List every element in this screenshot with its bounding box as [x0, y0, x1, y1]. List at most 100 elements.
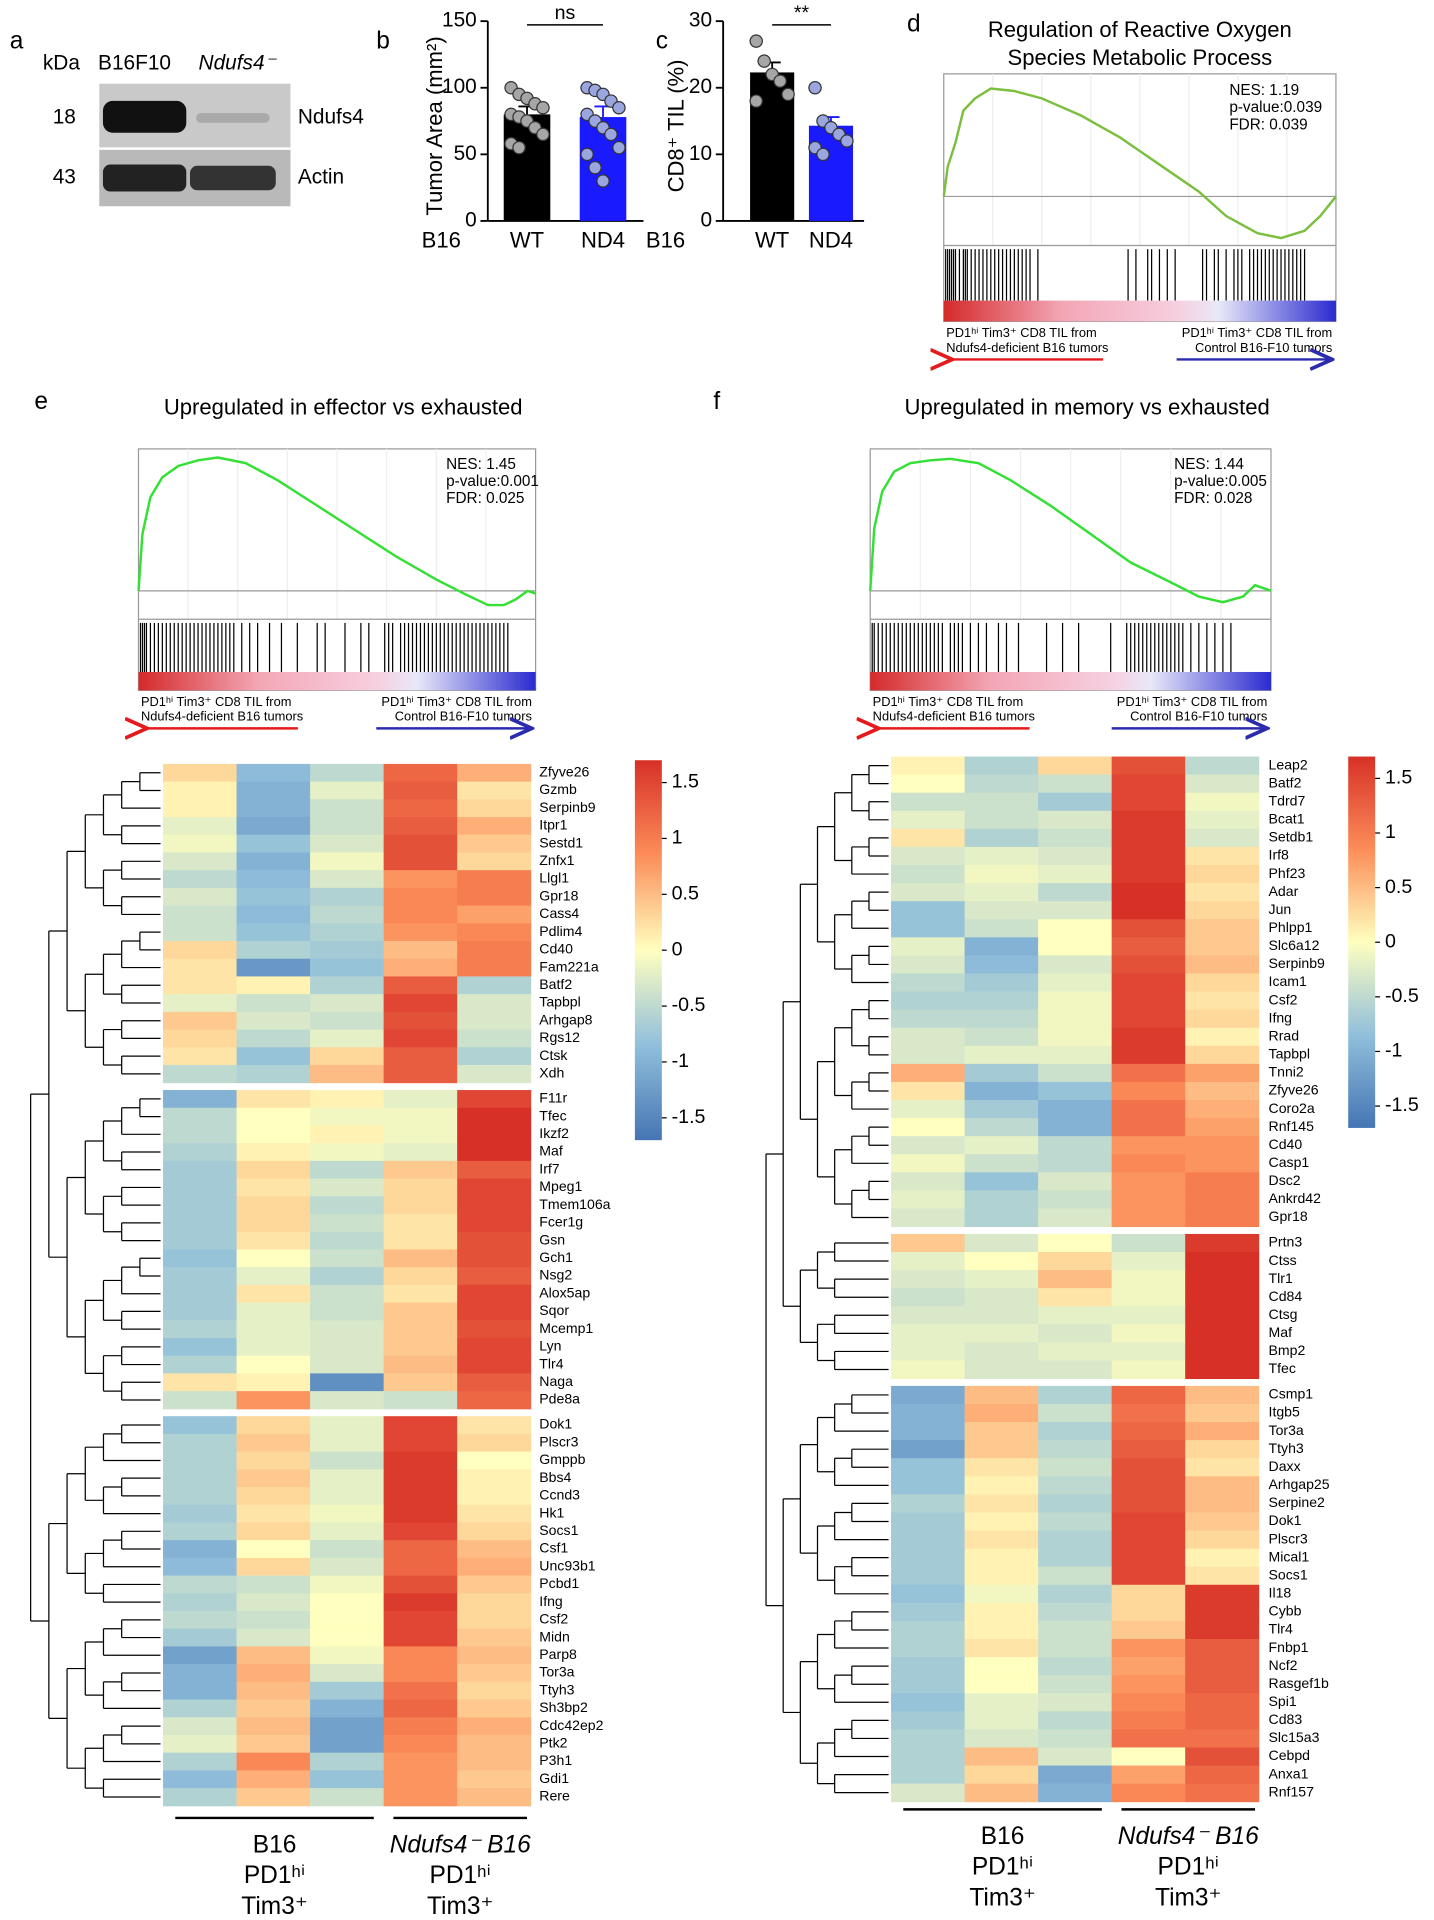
heatmap-cell — [457, 763, 532, 783]
heatmap-cell — [964, 1675, 1039, 1694]
heatmap-cell — [457, 1302, 532, 1321]
heatmap-cell — [1185, 1081, 1260, 1101]
heatmap-cell — [964, 1639, 1039, 1658]
heatmap-cell — [457, 923, 532, 942]
heatmap-cell — [163, 1664, 238, 1683]
heatmap-cell — [383, 941, 458, 960]
heatmap-cell — [1111, 1783, 1186, 1803]
row-label: Nsg2 — [539, 1267, 572, 1283]
heatmap-cell — [964, 919, 1039, 938]
heatmap-cell — [891, 1154, 966, 1173]
group-label: PD1ʰⁱ — [1158, 1854, 1219, 1881]
heatmap-cell — [310, 1664, 385, 1683]
heatmap-cell — [1038, 1270, 1113, 1289]
heatmap-cell — [457, 1416, 532, 1435]
heatmap-cell — [163, 1284, 238, 1304]
heatmap-cell — [1038, 1422, 1113, 1441]
heatmap-cell — [310, 1064, 385, 1084]
row-label: Phf23 — [1269, 865, 1306, 881]
heatmap-cell — [1185, 1584, 1260, 1604]
heatmap-cell — [383, 1214, 458, 1233]
heatmap-cell — [1111, 1729, 1186, 1748]
heatmap-cell — [891, 1233, 966, 1253]
heatmap-cell — [1038, 1458, 1113, 1477]
heatmap-cell — [236, 1011, 311, 1031]
heatmap-cell — [457, 781, 532, 800]
annotation: NES: 1.19 — [1229, 82, 1299, 99]
heatmap-cell — [383, 1160, 458, 1180]
heatmap-cell — [964, 937, 1039, 956]
heatmap-cell — [891, 1342, 966, 1361]
heatmap-cell — [383, 1788, 458, 1807]
heatmap-cell — [1038, 1783, 1113, 1803]
annotation: NES: 1.44 — [1174, 456, 1244, 473]
heatmap-cell — [383, 1284, 458, 1304]
heatmap-cell — [891, 1172, 966, 1191]
heatmap-cell — [964, 1602, 1039, 1622]
heatmap-cell — [1185, 901, 1260, 920]
blot-protein: Actin — [298, 166, 344, 189]
heatmap-cell — [310, 1231, 385, 1250]
heatmap-cell — [1038, 1675, 1113, 1694]
group-label: B16 — [981, 1823, 1025, 1850]
heatmap-cell — [1038, 756, 1113, 776]
heatmap-cell — [457, 1770, 532, 1789]
heatmap-cell — [163, 1540, 238, 1559]
panel-label: d — [907, 10, 921, 37]
annotation: FDR: 0.028 — [1174, 490, 1252, 507]
heatmap-cell — [457, 887, 532, 907]
heatmap-cell — [310, 1770, 385, 1789]
heatmap-cell — [964, 846, 1039, 866]
heatmap-cell — [964, 955, 1039, 974]
heatmap-cell — [310, 958, 385, 977]
heatmap-cell — [1111, 1154, 1186, 1173]
row-label: Csf2 — [539, 1611, 568, 1627]
heatmap-cell — [310, 1107, 385, 1126]
heatmap-cell — [163, 1267, 238, 1286]
panel-label: e — [34, 388, 48, 415]
heatmap-cell — [236, 1628, 311, 1647]
heatmap-cell — [310, 1699, 385, 1718]
heatmap-cell — [163, 1699, 238, 1718]
heatmap-cell — [1038, 1566, 1113, 1586]
row-label: Tfec — [539, 1107, 566, 1123]
colorbar-tick-label: -1.5 — [1385, 1094, 1419, 1116]
heatmap-cell — [236, 1575, 311, 1594]
heatmap-cell — [1185, 1045, 1260, 1065]
heatmap-cell — [891, 1081, 966, 1101]
heatmap-cell — [310, 1540, 385, 1559]
annotation: FDR: 0.025 — [446, 490, 524, 507]
enrichment-curve — [868, 457, 1272, 604]
heatmap-cell — [236, 1125, 311, 1144]
heatmap-cell — [310, 1214, 385, 1233]
heatmap-cell — [1111, 1765, 1186, 1785]
heatmap-cell — [964, 1783, 1039, 1803]
heatmap-cell — [457, 852, 532, 871]
heatmap-cell — [891, 1620, 966, 1640]
heatmap-cell — [383, 799, 458, 818]
x-tick-label: WT — [755, 228, 789, 253]
row-label: Mpeg1 — [539, 1178, 582, 1194]
heatmap-cell — [964, 1657, 1039, 1676]
row-label: Slc15a3 — [1269, 1729, 1320, 1745]
heatmap-cell — [457, 1451, 532, 1470]
significance-label: ** — [794, 2, 810, 24]
row-label: Gch1 — [539, 1249, 573, 1265]
heatmap-cell — [457, 1575, 532, 1594]
heatmap-cell — [310, 1125, 385, 1144]
heatmap-cell — [310, 1373, 385, 1392]
heatmap-cell — [236, 1090, 311, 1109]
heatmap-cell — [457, 870, 532, 889]
heatmap-cell — [383, 1178, 458, 1197]
row-label: Ifng — [539, 1593, 562, 1609]
heatmap-cell — [964, 1324, 1039, 1343]
phenotype-label: Ndufs4-deficient B16 tumors — [946, 340, 1108, 355]
heatmap-cell — [383, 1125, 458, 1144]
heatmap-cell — [163, 1355, 238, 1374]
row-label: Dsc2 — [1269, 1172, 1301, 1188]
row-label: Hk1 — [539, 1504, 564, 1520]
heatmap-cell — [1038, 937, 1113, 956]
heatmap-cell — [163, 781, 238, 800]
heatmap-cell — [236, 1029, 311, 1048]
heatmap-cell — [163, 870, 238, 889]
